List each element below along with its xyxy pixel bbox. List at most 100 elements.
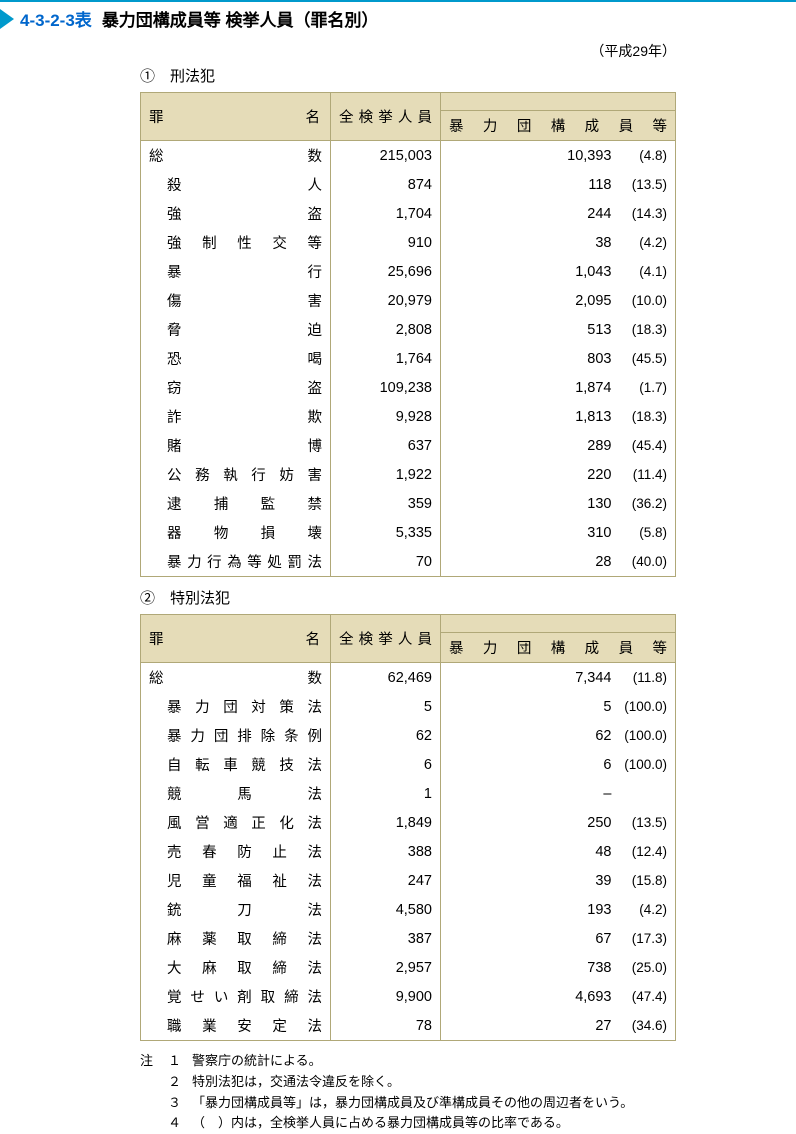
total-cell: 62 <box>331 721 441 750</box>
gang-count-cell: 39 <box>441 866 616 895</box>
table-row: 脅 迫2,808513(18.3) <box>141 315 676 344</box>
table-row: 競 馬 法1– <box>141 779 676 808</box>
gang-pct-cell: (11.8) <box>616 663 676 693</box>
gang-count-cell: 10,393 <box>441 141 616 171</box>
crime-name-cell: 強 盗 <box>141 199 331 228</box>
gang-pct-cell: (18.3) <box>616 315 676 344</box>
gang-pct-cell: (12.4) <box>616 837 676 866</box>
table-row: 総 数62,4697,344(11.8) <box>141 663 676 693</box>
gang-pct-cell: (25.0) <box>616 953 676 982</box>
gang-count-cell: 48 <box>441 837 616 866</box>
table-row: 逮 捕 監 禁359130(36.2) <box>141 489 676 518</box>
total-cell: 2,808 <box>331 315 441 344</box>
col-crime: 罪 名 <box>141 93 331 141</box>
table-row: 強 制 性 交 等91038(4.2) <box>141 228 676 257</box>
gang-pct-cell: (18.3) <box>616 402 676 431</box>
gang-pct-cell: (100.0) <box>616 692 676 721</box>
gang-pct-cell: (4.2) <box>616 895 676 924</box>
crime-name-cell: 銃 刀 法 <box>141 895 331 924</box>
table-row: 強 盗1,704244(14.3) <box>141 199 676 228</box>
gang-pct-cell: (15.8) <box>616 866 676 895</box>
crime-name-cell: 自転車競技法 <box>141 750 331 779</box>
gang-pct-cell: (1.7) <box>616 373 676 402</box>
col-total: 全 検 挙 人 員 <box>331 93 441 141</box>
table-row: 窃 盗109,2381,874(1.7) <box>141 373 676 402</box>
footnote-text: 特別法犯は，交通法令違反を除く。 <box>192 1072 400 1093</box>
table-row: 売 春 防 止 法38848(12.4) <box>141 837 676 866</box>
total-cell: 5 <box>331 692 441 721</box>
table-row: 暴力団排除条例6262(100.0) <box>141 721 676 750</box>
total-cell: 78 <box>331 1011 441 1041</box>
gang-pct-cell: (13.5) <box>616 170 676 199</box>
gang-pct-cell: (13.5) <box>616 808 676 837</box>
table-row: 麻 薬 取 締 法38767(17.3) <box>141 924 676 953</box>
gang-pct-cell: (11.4) <box>616 460 676 489</box>
gang-pct-cell: (14.3) <box>616 199 676 228</box>
total-cell: 215,003 <box>331 141 441 171</box>
gang-pct-cell: (36.2) <box>616 489 676 518</box>
table-row: 殺 人874118(13.5) <box>141 170 676 199</box>
gang-count-cell: 2,095 <box>441 286 616 315</box>
section1-label: ① 刑法犯 <box>140 65 676 86</box>
col-blank <box>441 93 676 111</box>
footnote-label <box>140 1093 168 1114</box>
footnote-label: 注 <box>140 1051 168 1072</box>
crime-name-cell: 売 春 防 止 法 <box>141 837 331 866</box>
total-cell: 388 <box>331 837 441 866</box>
footnote-text: 警察庁の統計による。 <box>192 1051 322 1072</box>
gang-pct-cell: (5.8) <box>616 518 676 547</box>
total-cell: 1 <box>331 779 441 808</box>
total-cell: 9,928 <box>331 402 441 431</box>
table-title: 暴力団構成員等 検挙人員（罪名別） <box>102 6 379 31</box>
gang-count-cell: 803 <box>441 344 616 373</box>
gang-pct-cell: (100.0) <box>616 750 676 779</box>
gang-count-cell: 1,813 <box>441 402 616 431</box>
crime-name-cell: 職 業 安 定 法 <box>141 1011 331 1041</box>
crime-name-cell: 覚せい剤取締法 <box>141 982 331 1011</box>
col-total-2: 全 検 挙 人 員 <box>331 615 441 663</box>
total-cell: 9,900 <box>331 982 441 1011</box>
gang-pct-cell: (17.3) <box>616 924 676 953</box>
crime-name-cell: 総 数 <box>141 663 331 693</box>
crime-name-cell: 総 数 <box>141 141 331 171</box>
gang-count-cell: – <box>441 779 616 808</box>
gang-count-cell: 7,344 <box>441 663 616 693</box>
gang-pct-cell: (4.1) <box>616 257 676 286</box>
crime-name-cell: 暴力行為等処罰法 <box>141 547 331 577</box>
total-cell: 1,922 <box>331 460 441 489</box>
footnote-number: ２ <box>168 1072 192 1093</box>
gang-count-cell: 289 <box>441 431 616 460</box>
table-row: 傷 害20,9792,095(10.0) <box>141 286 676 315</box>
col-crime-2: 罪 名 <box>141 615 331 663</box>
footnote-number: １ <box>168 1051 192 1072</box>
gang-count-cell: 28 <box>441 547 616 577</box>
total-cell: 1,704 <box>331 199 441 228</box>
footnote-row: ２特別法犯は，交通法令違反を除く。 <box>140 1072 676 1093</box>
gang-pct-cell: (40.0) <box>616 547 676 577</box>
table-row: 器 物 損 壊5,335310(5.8) <box>141 518 676 547</box>
total-cell: 62,469 <box>331 663 441 693</box>
gang-count-cell: 118 <box>441 170 616 199</box>
table-row: 詐 欺9,9281,813(18.3) <box>141 402 676 431</box>
crime-name-cell: 傷 害 <box>141 286 331 315</box>
table-row: 職 業 安 定 法7827(34.6) <box>141 1011 676 1041</box>
total-cell: 25,696 <box>331 257 441 286</box>
crime-name-cell: 器 物 損 壊 <box>141 518 331 547</box>
gang-pct-cell: (34.6) <box>616 1011 676 1041</box>
gang-count-cell: 738 <box>441 953 616 982</box>
total-cell: 910 <box>331 228 441 257</box>
crime-name-cell: 風 営 適 正 化 法 <box>141 808 331 837</box>
gang-count-cell: 220 <box>441 460 616 489</box>
crime-name-cell: 殺 人 <box>141 170 331 199</box>
table-row: 大 麻 取 締 法2,957738(25.0) <box>141 953 676 982</box>
crime-name-cell: 競 馬 法 <box>141 779 331 808</box>
crime-name-cell: 児 童 福 祉 法 <box>141 866 331 895</box>
col-gang-2: 暴 力 団 構 成 員 等 <box>441 633 676 663</box>
table-row: 自転車競技法66(100.0) <box>141 750 676 779</box>
crime-name-cell: 強 制 性 交 等 <box>141 228 331 257</box>
total-cell: 247 <box>331 866 441 895</box>
table-row: 公 務 執 行 妨 害1,922220(11.4) <box>141 460 676 489</box>
gang-count-cell: 6 <box>441 750 616 779</box>
gang-pct-cell: (47.4) <box>616 982 676 1011</box>
gang-pct-cell: (45.5) <box>616 344 676 373</box>
